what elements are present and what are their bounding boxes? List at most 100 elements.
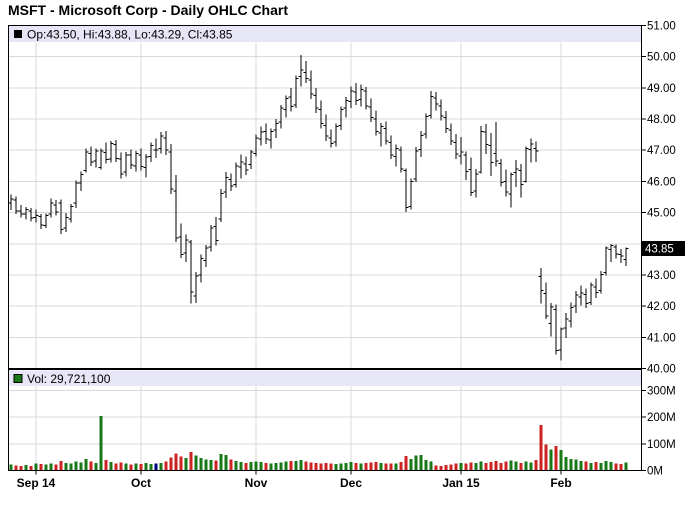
volume-bar [594, 462, 598, 470]
month-axis-label: Dec [340, 476, 362, 490]
volume-bar [74, 461, 78, 470]
volume-bar [244, 462, 248, 470]
volume-bar [504, 461, 508, 470]
volume-legend-text: Vol: 29,721,100 [27, 372, 111, 386]
volume-bar [54, 464, 58, 470]
volume-bar [344, 462, 348, 470]
volume-bar [224, 455, 228, 470]
volume-bar [329, 463, 333, 470]
volume-bar [19, 466, 23, 470]
last-price-badge-text: 43.85 [645, 244, 674, 256]
volume-bar [69, 463, 73, 470]
last-price-badge [642, 241, 685, 256]
volume-bar [204, 459, 208, 470]
volume-bar [484, 463, 488, 470]
volume-bar [564, 457, 568, 470]
volume-legend-strip [9, 370, 641, 386]
volume-bar [184, 458, 188, 470]
volume-bar [274, 463, 278, 470]
volume-bar [324, 462, 328, 470]
volume-bar [109, 462, 113, 470]
price-axis-label: 43.00 [647, 270, 676, 282]
volume-bar [374, 462, 378, 470]
volume-bar [284, 461, 288, 470]
volume-bar [144, 463, 148, 470]
volume-bar [164, 461, 168, 470]
month-axis-label: Jan 15 [442, 476, 480, 490]
volume-bar [234, 460, 238, 470]
volume-bar [34, 463, 38, 470]
volume-bar [444, 464, 448, 470]
volume-bar [79, 462, 83, 470]
volume-bar [544, 444, 548, 470]
volume-bar [119, 462, 123, 470]
volume-bar [319, 463, 323, 470]
volume-bar [349, 462, 353, 470]
price-axis-label: 51.00 [647, 21, 676, 33]
volume-bar [354, 463, 358, 470]
ohlc-bars [8, 55, 629, 361]
volume-axis-label: 200M [647, 412, 676, 424]
price-axis-label: 40.00 [647, 364, 676, 376]
volume-bar [39, 464, 43, 470]
volume-bar [254, 461, 258, 470]
volume-bar [339, 463, 343, 470]
price-axis-label: 47.00 [647, 145, 676, 157]
volume-bar [359, 463, 363, 470]
volume-bar [389, 463, 393, 470]
volume-bar [44, 464, 48, 470]
price-axis-label: 49.00 [647, 83, 676, 95]
volume-bar [379, 462, 383, 470]
price-legend-strip [9, 26, 641, 42]
axes-frame [8, 25, 646, 475]
volume-bar [334, 464, 338, 470]
volume-bar [614, 463, 618, 470]
volume-bar [604, 460, 608, 470]
volume-bar [64, 463, 68, 470]
volume-bar [279, 462, 283, 470]
volume-bar [309, 462, 313, 470]
volume-bar [369, 462, 373, 470]
volume-axis-label: 0M [647, 466, 663, 478]
volume-bar [104, 459, 108, 470]
volume-bar [249, 462, 253, 470]
volume-bar [304, 461, 308, 470]
volume-bar [584, 461, 588, 470]
gridlines [9, 42, 641, 470]
volume-bar [149, 464, 153, 470]
volume-bar [404, 456, 408, 470]
month-axis-label: Nov [245, 476, 268, 490]
volume-bar [414, 455, 418, 470]
volume-bar [574, 459, 578, 470]
ohlc-legend-marker-icon [14, 30, 22, 38]
volume-bar [174, 453, 178, 470]
volume-bar [454, 463, 458, 470]
volume-bar [569, 458, 573, 470]
volume-bar [424, 459, 428, 470]
volume-bar [599, 462, 603, 470]
volume-bar [29, 466, 33, 470]
volume-bar [554, 446, 558, 470]
month-axis-label: Feb [550, 476, 571, 490]
volume-bar [494, 460, 498, 470]
volume-bar [154, 463, 158, 470]
volume-bar [589, 462, 593, 470]
volume-bar [449, 464, 453, 470]
volume-bar [14, 465, 18, 470]
volume-bar [499, 462, 503, 470]
volume-bar [124, 463, 128, 470]
volume-bar [179, 456, 183, 470]
volume-bar [314, 463, 318, 470]
ohlc-legend-text: Op:43.50, Hi:43.88, Lo:43.29, Cl:43.85 [27, 28, 233, 42]
volume-bar [209, 459, 213, 470]
volume-bar [529, 462, 533, 470]
price-pane-border [8, 25, 642, 369]
volume-bar [519, 462, 523, 470]
volume-bar [49, 463, 53, 470]
month-axis-label: Sep 14 [17, 476, 56, 490]
volume-bar [524, 461, 528, 470]
volume-bar [189, 451, 193, 470]
volume-bar [364, 463, 368, 470]
price-axis-label: 45.00 [647, 208, 676, 220]
